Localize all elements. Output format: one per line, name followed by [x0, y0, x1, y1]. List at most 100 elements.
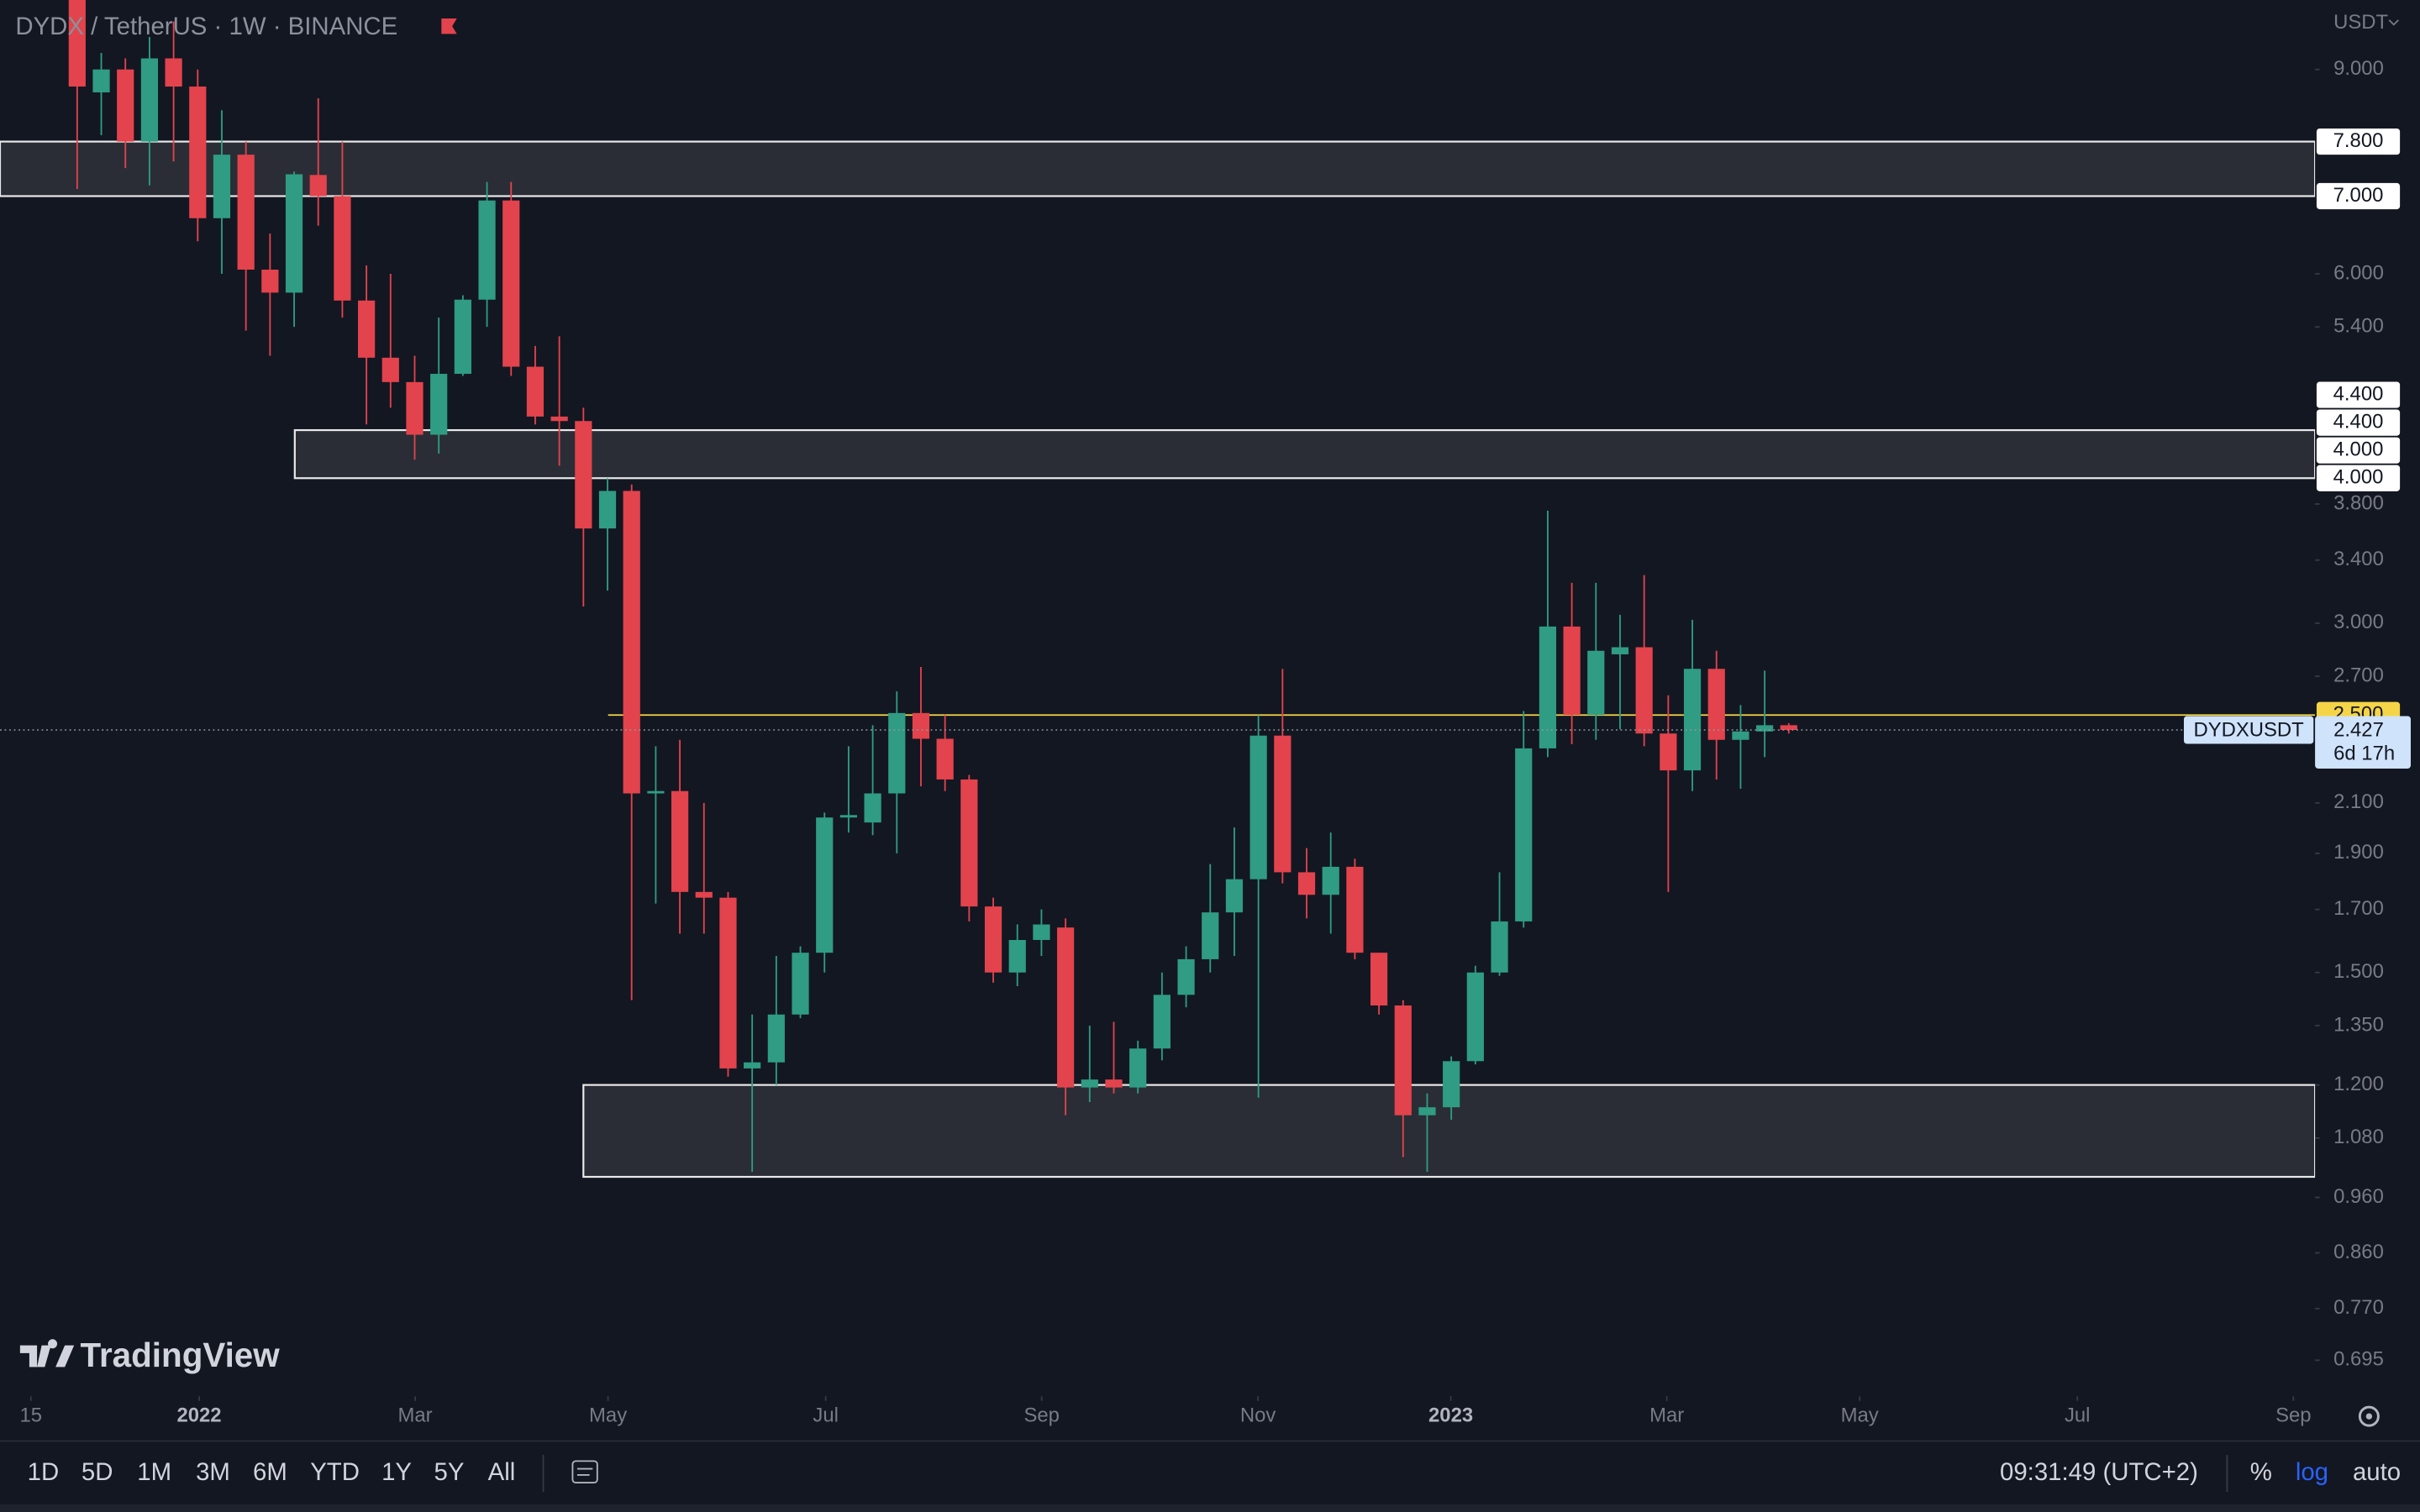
log-toggle[interactable]: log — [2296, 1458, 2328, 1486]
candle-body — [358, 300, 376, 358]
chevron — [2388, 19, 2399, 26]
candle-body — [430, 374, 448, 435]
price-label: 7.000 — [2333, 184, 2384, 207]
x-tick-label: 2022 — [176, 1404, 221, 1426]
x-tick-label: 2023 — [1428, 1404, 1473, 1426]
candle-body — [526, 366, 544, 417]
candle-body — [1443, 1061, 1460, 1108]
candle-body — [1225, 879, 1244, 913]
candle-body — [478, 200, 496, 300]
candle-body — [1587, 650, 1605, 716]
y-tick-label: 0.695 — [2333, 1348, 2384, 1371]
candle-body — [1611, 647, 1629, 654]
y-tick-label: 1.700 — [2333, 897, 2384, 920]
y-tick-label: 0.860 — [2333, 1241, 2384, 1263]
candle-body — [695, 891, 713, 898]
candle-body — [213, 155, 231, 218]
candle-body — [1249, 735, 1267, 879]
range-button[interactable]: 6M — [253, 1458, 287, 1486]
candle-body — [936, 738, 954, 780]
symbol-title: DYDX / TetherUS · 1W · BINANCE — [15, 13, 397, 40]
range-button[interactable]: 1D — [28, 1458, 60, 1486]
candle-body — [1418, 1107, 1436, 1116]
currency[interactable]: USDT — [2333, 11, 2388, 34]
y-tick-label: 6.000 — [2333, 261, 2384, 284]
x-tick-label: Jul — [813, 1404, 838, 1426]
y-tick-label: 1.080 — [2333, 1126, 2384, 1148]
candle-body — [575, 421, 592, 529]
y-tick-label: 3.400 — [2333, 548, 2384, 570]
y-tick-label: 1.350 — [2333, 1013, 2384, 1036]
symbol-box — [2183, 716, 2314, 744]
candle-body — [261, 269, 279, 293]
candle-body — [550, 416, 568, 422]
clock: 09:31:49 (UTC+2) — [2000, 1458, 2198, 1486]
candle-body — [623, 491, 640, 794]
axes: 9.000 6.000 5.400 3.800 3.400 3.000 2.700 2.100… — [19, 57, 2411, 1426]
candle-body — [744, 1062, 761, 1068]
range-button[interactable]: 5D — [82, 1458, 113, 1486]
candle-body — [1394, 1005, 1412, 1116]
candle-body — [285, 174, 303, 293]
y-tick-label: 3.800 — [2333, 491, 2384, 514]
candle-body — [1683, 669, 1702, 771]
candle-body — [1297, 872, 1316, 895]
x-tick-label: Sep — [1023, 1404, 1059, 1426]
settings-icon[interactable] — [2358, 1405, 2380, 1427]
candle-body — [960, 779, 978, 907]
range-button[interactable]: All — [488, 1458, 516, 1486]
countdown: 6d 17h — [2333, 743, 2395, 765]
candle-body — [1008, 940, 1026, 973]
range-button[interactable]: 1M — [137, 1458, 171, 1486]
candle-body — [92, 69, 110, 92]
auto-toggle[interactable]: auto — [2353, 1458, 2401, 1486]
range-button[interactable]: 3M — [196, 1458, 230, 1486]
x-tick-label: Mar — [398, 1404, 433, 1426]
last-price-box — [2315, 716, 2411, 769]
plot-area — [0, 0, 2316, 1179]
range-button[interactable]: YTD — [310, 1458, 360, 1486]
y-tick-label: 2.100 — [2333, 790, 2384, 813]
candle-body — [309, 175, 327, 197]
candle-body — [719, 897, 737, 1068]
candle-body — [1660, 733, 1677, 771]
candle-body — [165, 58, 182, 87]
date-range-icon[interactable] — [571, 1460, 598, 1484]
toolbar: 1D 5D 1M 3M 6M YTD 1Y 5Y All — [28, 1458, 516, 1486]
candle-body — [647, 790, 665, 794]
candle-body — [454, 299, 471, 375]
candle-body — [1346, 866, 1364, 953]
price-label: 4.000 — [2333, 466, 2384, 489]
candle-body — [189, 87, 207, 218]
candle-body — [237, 155, 255, 270]
candle-body — [671, 790, 689, 892]
candle-body — [1515, 748, 1533, 921]
price-label-box — [2316, 128, 2401, 155]
candle-body — [1707, 669, 1725, 740]
range-button[interactable]: 1Y — [381, 1458, 412, 1486]
x-tick-label: Mar — [1649, 1404, 1684, 1426]
range-button[interactable]: 5Y — [434, 1458, 465, 1486]
candle-body — [767, 1014, 785, 1063]
candle-body — [1105, 1079, 1123, 1088]
candle-body — [888, 712, 906, 794]
price-label: 4.400 — [2333, 382, 2384, 405]
candle-body — [792, 953, 809, 1015]
candle-body — [1177, 958, 1195, 995]
candle-body — [839, 815, 858, 818]
candle-body — [1033, 924, 1050, 941]
y-tick-label: 5.400 — [2333, 314, 2384, 337]
candle-body — [502, 200, 520, 367]
zone — [0, 140, 2316, 197]
candle-body — [1635, 647, 1653, 734]
y-tick-label: 1.900 — [2333, 841, 2384, 864]
candle-body — [984, 906, 1002, 973]
price-label-box — [2316, 437, 2401, 464]
percent-toggle[interactable]: % — [2250, 1458, 2272, 1486]
candle-body — [68, 0, 86, 87]
candle-body — [1539, 626, 1557, 748]
y-tick-label: 1.200 — [2333, 1073, 2384, 1095]
price-label: 4.000 — [2333, 438, 2384, 460]
